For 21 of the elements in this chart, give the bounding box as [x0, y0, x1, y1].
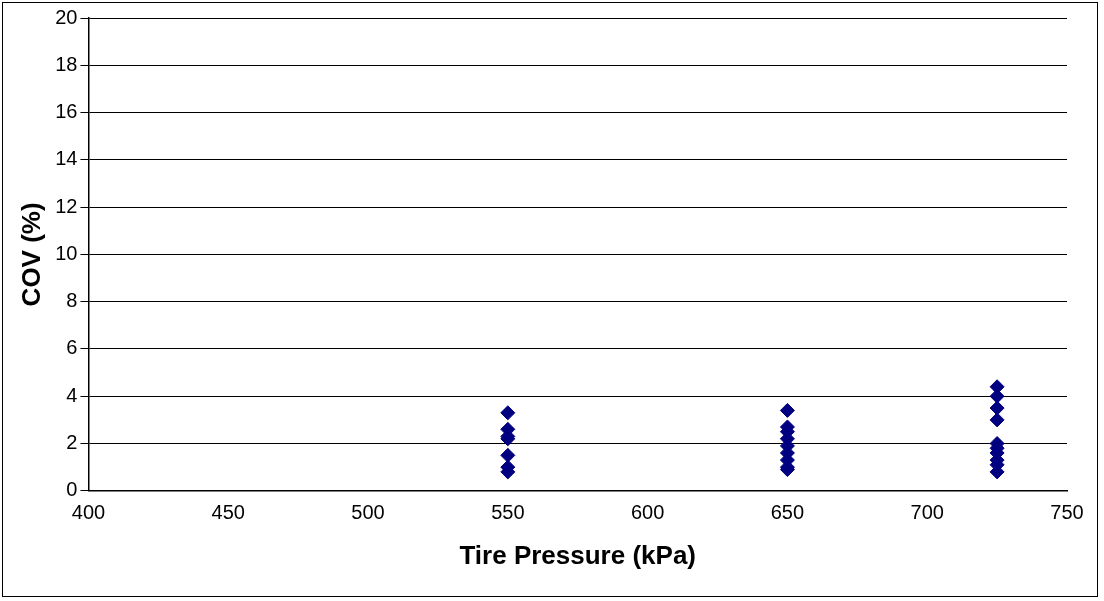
- x-tick-label: 550: [491, 501, 525, 524]
- x-tick-label: 400: [71, 501, 106, 524]
- y-tick-label: 14: [55, 147, 78, 170]
- y-tick-label: 8: [66, 289, 78, 312]
- y-tick-label: 20: [55, 5, 78, 28]
- x-tick-label: 500: [351, 501, 385, 524]
- y-tick-label: 18: [55, 52, 78, 75]
- x-axis-title: Tire Pressure (kPa): [459, 539, 696, 570]
- y-tick-label: 10: [55, 241, 78, 264]
- y-tick-label: 6: [66, 336, 78, 359]
- y-tick-label: 4: [66, 383, 78, 406]
- y-axis-title: COV (%): [15, 202, 46, 307]
- y-tick-label: 0: [66, 478, 78, 501]
- x-tick-label: 700: [910, 501, 944, 524]
- y-tick-label: 2: [66, 431, 78, 454]
- y-tick-label: 12: [55, 194, 78, 217]
- x-tick-label: 600: [630, 501, 665, 524]
- y-tick-label: 16: [55, 100, 78, 123]
- x-tick-label: 750: [1050, 501, 1084, 524]
- x-tick-label: 650: [770, 501, 805, 524]
- x-tick-label: 450: [211, 501, 245, 524]
